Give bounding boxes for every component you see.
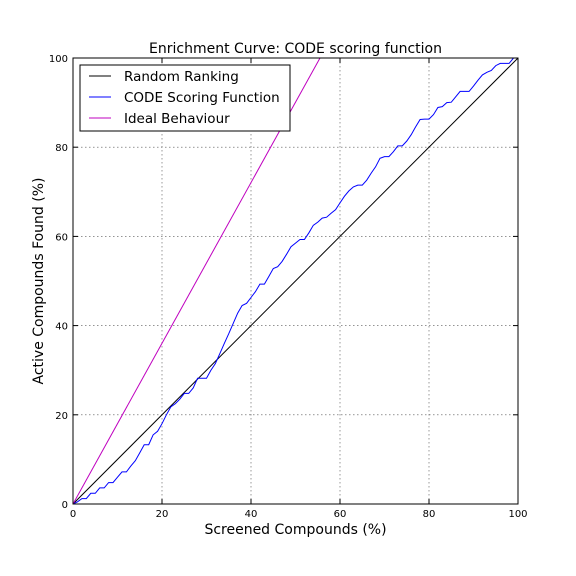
x-axis-label: Screened Compounds (%) — [204, 522, 386, 538]
x-tick-label: 100 — [508, 509, 527, 520]
series-lines — [73, 58, 518, 504]
legend-entry-ideal-behaviour: Ideal Behaviour — [89, 111, 230, 127]
legend-entry-code-scoring: CODE Scoring Function — [89, 90, 280, 106]
y-tick-label: 40 — [55, 322, 68, 333]
legend-entries: Random Ranking CODE Scoring Function Ideal… — [89, 69, 280, 127]
legend-label: CODE Scoring Function — [124, 90, 280, 106]
y-axis-label: Active Compounds Found (%) — [31, 178, 47, 385]
plot-frame — [72, 57, 519, 505]
x-tick-labels: 0 20 40 60 80 100 — [70, 509, 528, 520]
legend-label: Random Ranking — [124, 69, 239, 85]
x-tick-label: 80 — [423, 509, 436, 520]
y-tick-label: 0 — [62, 500, 68, 511]
chart-title: Enrichment Curve: CODE scoring function — [149, 41, 442, 57]
y-tick-label: 20 — [55, 411, 68, 422]
x-tick-label: 20 — [156, 509, 169, 520]
ideal-behaviour-line — [73, 58, 321, 504]
legend: Random Ranking CODE Scoring Function Ideal… — [79, 64, 291, 132]
y-tick-label: 100 — [49, 54, 68, 65]
code-scoring-line — [73, 58, 518, 504]
random-ranking-line — [73, 58, 518, 504]
legend-frame — [79, 64, 291, 132]
y-tick-label: 80 — [55, 143, 68, 154]
y-tick-labels: 0 20 40 60 80 100 — [49, 54, 68, 511]
x-tick-label: 40 — [245, 509, 258, 520]
x-tick-label: 0 — [70, 509, 76, 520]
legend-label: Ideal Behaviour — [124, 111, 230, 127]
y-tick-label: 60 — [55, 232, 68, 243]
legend-entry-random-ranking: Random Ranking — [89, 69, 239, 85]
x-tick-label: 60 — [334, 509, 347, 520]
